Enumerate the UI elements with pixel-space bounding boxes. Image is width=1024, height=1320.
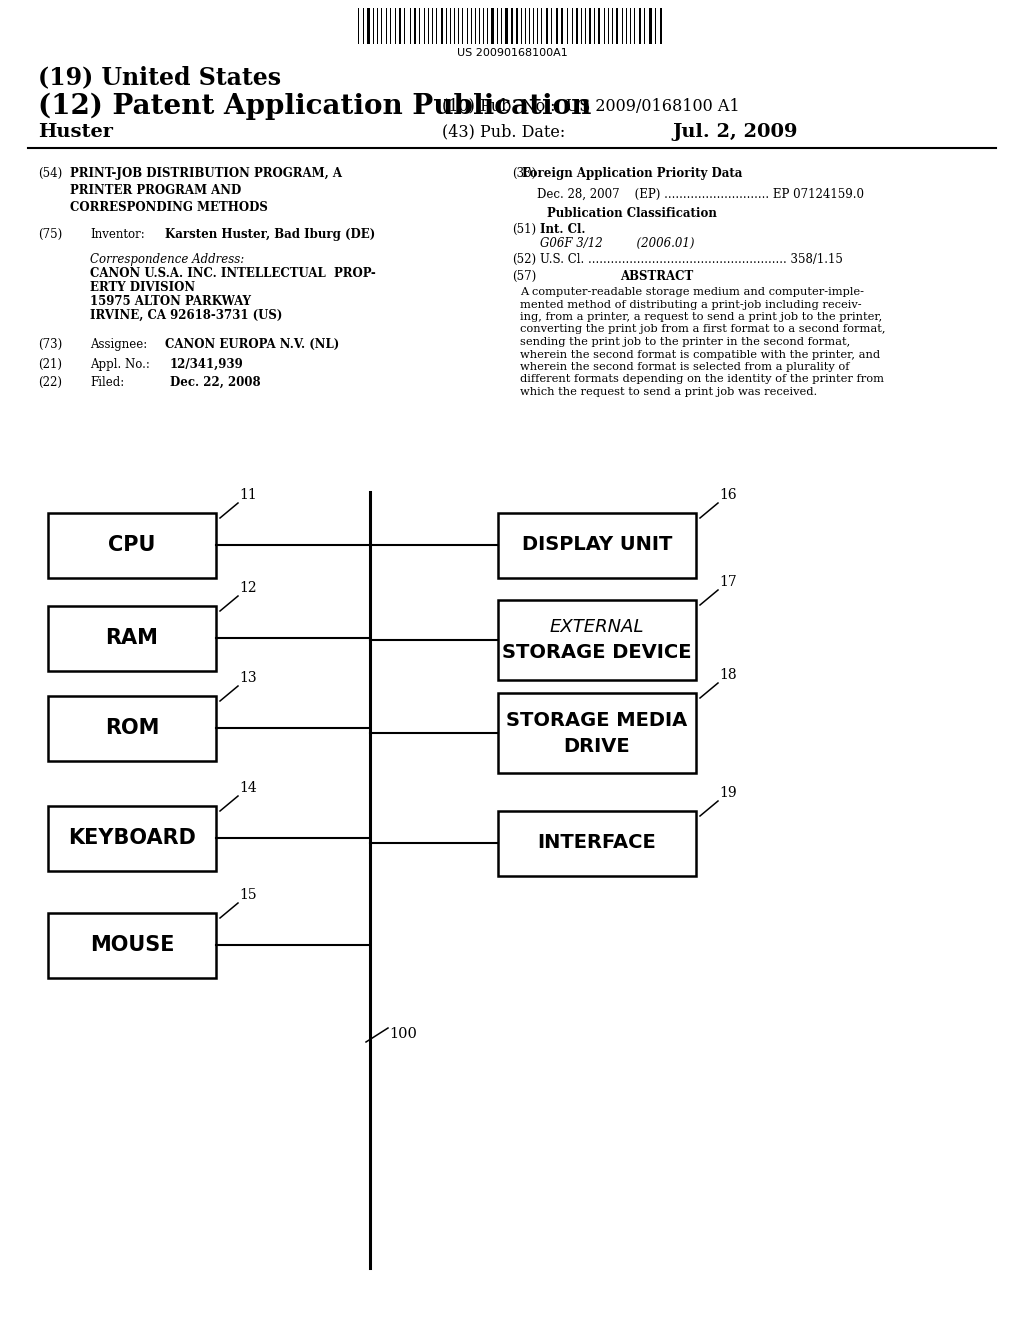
Text: DISPLAY UNIT: DISPLAY UNIT bbox=[522, 536, 672, 554]
Text: (54): (54) bbox=[38, 168, 62, 180]
Bar bbox=[48, 696, 216, 762]
Text: 16: 16 bbox=[719, 488, 736, 502]
Text: Karsten Huster, Bad Iburg (DE): Karsten Huster, Bad Iburg (DE) bbox=[165, 228, 375, 242]
Bar bbox=[561, 8, 563, 44]
Text: PRINT-JOB DISTRIBUTION PROGRAM, A
PRINTER PROGRAM AND
CORRESPONDING METHODS: PRINT-JOB DISTRIBUTION PROGRAM, A PRINTE… bbox=[70, 168, 342, 214]
Text: Huster: Huster bbox=[38, 123, 113, 141]
Text: (22): (22) bbox=[38, 376, 62, 389]
Text: Jul. 2, 2009: Jul. 2, 2009 bbox=[672, 123, 798, 141]
Bar bbox=[512, 8, 513, 44]
Text: converting the print job from a first format to a second format,: converting the print job from a first fo… bbox=[520, 325, 886, 334]
Bar bbox=[505, 8, 508, 44]
Bar bbox=[498, 810, 696, 876]
Bar bbox=[589, 8, 591, 44]
Text: STORAGE MEDIA: STORAGE MEDIA bbox=[507, 710, 688, 730]
Text: 18: 18 bbox=[719, 668, 736, 682]
Text: 11: 11 bbox=[239, 488, 257, 502]
Bar bbox=[498, 693, 696, 774]
Text: mented method of distributing a print-job including receiv-: mented method of distributing a print-jo… bbox=[520, 300, 861, 309]
Text: (12) Patent Application Publication: (12) Patent Application Publication bbox=[38, 92, 592, 120]
Text: which the request to send a print job was received.: which the request to send a print job wa… bbox=[520, 387, 817, 397]
Text: sending the print job to the printer in the second format,: sending the print job to the printer in … bbox=[520, 337, 850, 347]
Text: different formats depending on the identity of the printer from: different formats depending on the ident… bbox=[520, 375, 884, 384]
Text: RAM: RAM bbox=[105, 628, 159, 648]
Text: Correspondence Address:: Correspondence Address: bbox=[90, 253, 245, 267]
Text: 15975 ALTON PARKWAY: 15975 ALTON PARKWAY bbox=[90, 294, 251, 308]
Text: ROM: ROM bbox=[104, 718, 159, 738]
Bar bbox=[48, 913, 216, 978]
Bar bbox=[516, 8, 518, 44]
Text: MOUSE: MOUSE bbox=[90, 935, 174, 954]
Text: 13: 13 bbox=[239, 671, 257, 685]
Text: (73): (73) bbox=[38, 338, 62, 351]
Text: (57): (57) bbox=[512, 271, 537, 282]
Text: (19) United States: (19) United States bbox=[38, 65, 282, 88]
Bar bbox=[440, 8, 442, 44]
Text: (30): (30) bbox=[512, 168, 537, 180]
Text: (21): (21) bbox=[38, 358, 62, 371]
Text: Appl. No.:: Appl. No.: bbox=[90, 358, 150, 371]
Bar bbox=[498, 601, 696, 680]
Bar bbox=[498, 513, 696, 578]
Text: Dec. 22, 2008: Dec. 22, 2008 bbox=[170, 376, 261, 389]
Text: A computer-readable storage medium and computer-imple-: A computer-readable storage medium and c… bbox=[520, 286, 864, 297]
Text: (52): (52) bbox=[512, 253, 537, 267]
Bar bbox=[414, 8, 416, 44]
Bar bbox=[649, 8, 652, 44]
Text: US 20090168100A1: US 20090168100A1 bbox=[457, 48, 567, 58]
Text: Inventor:: Inventor: bbox=[90, 228, 144, 242]
Text: (51): (51) bbox=[512, 223, 537, 236]
Text: 100: 100 bbox=[389, 1027, 417, 1041]
Text: 19: 19 bbox=[719, 785, 736, 800]
Text: 12/341,939: 12/341,939 bbox=[170, 358, 244, 371]
Text: U.S. Cl. ..................................................... 358/1.15: U.S. Cl. ...............................… bbox=[540, 253, 843, 267]
Bar bbox=[660, 8, 662, 44]
Text: wherein the second format is compatible with the printer, and: wherein the second format is compatible … bbox=[520, 350, 880, 359]
Text: Publication Classification: Publication Classification bbox=[547, 207, 717, 220]
Bar bbox=[547, 8, 549, 44]
Bar bbox=[490, 8, 494, 44]
Text: Assignee:: Assignee: bbox=[90, 338, 147, 351]
Text: IRVINE, CA 92618-3731 (US): IRVINE, CA 92618-3731 (US) bbox=[90, 309, 283, 322]
Text: CANON U.S.A. INC. INTELLECTUAL  PROP-: CANON U.S.A. INC. INTELLECTUAL PROP- bbox=[90, 267, 376, 280]
Bar bbox=[48, 606, 216, 671]
Text: ERTY DIVISION: ERTY DIVISION bbox=[90, 281, 196, 294]
Bar bbox=[639, 8, 641, 44]
Text: (10) Pub. No.:  US 2009/0168100 A1: (10) Pub. No.: US 2009/0168100 A1 bbox=[442, 96, 739, 114]
Bar bbox=[616, 8, 618, 44]
Text: ABSTRACT: ABSTRACT bbox=[621, 271, 693, 282]
Text: wherein the second format is selected from a plurality of: wherein the second format is selected fr… bbox=[520, 362, 850, 372]
Text: INTERFACE: INTERFACE bbox=[538, 833, 656, 853]
Bar bbox=[399, 8, 400, 44]
Text: Int. Cl.: Int. Cl. bbox=[540, 223, 586, 236]
Text: Foreign Application Priority Data: Foreign Application Priority Data bbox=[522, 168, 742, 180]
Text: 17: 17 bbox=[719, 576, 736, 589]
Text: CANON EUROPA N.V. (NL): CANON EUROPA N.V. (NL) bbox=[165, 338, 339, 351]
Text: CPU: CPU bbox=[109, 535, 156, 554]
Bar bbox=[556, 8, 558, 44]
Bar bbox=[48, 807, 216, 871]
Text: Dec. 28, 2007    (EP) ............................ EP 07124159.0: Dec. 28, 2007 (EP) .....................… bbox=[537, 187, 864, 201]
Bar bbox=[598, 8, 600, 44]
Bar bbox=[48, 513, 216, 578]
Bar bbox=[367, 8, 370, 44]
Text: 14: 14 bbox=[239, 781, 257, 795]
Text: EXTERNAL: EXTERNAL bbox=[550, 618, 644, 636]
Text: (43) Pub. Date:: (43) Pub. Date: bbox=[442, 123, 565, 140]
Text: KEYBOARD: KEYBOARD bbox=[68, 828, 196, 847]
Text: STORAGE DEVICE: STORAGE DEVICE bbox=[502, 644, 692, 663]
Text: (75): (75) bbox=[38, 228, 62, 242]
Bar bbox=[577, 8, 579, 44]
Text: 12: 12 bbox=[239, 581, 257, 595]
Text: G06F 3/12         (2006.01): G06F 3/12 (2006.01) bbox=[540, 238, 694, 249]
Text: Filed:: Filed: bbox=[90, 376, 124, 389]
Text: 15: 15 bbox=[239, 888, 257, 902]
Text: ing, from a printer, a request to send a print job to the printer,: ing, from a printer, a request to send a… bbox=[520, 312, 883, 322]
Text: DRIVE: DRIVE bbox=[563, 737, 631, 755]
